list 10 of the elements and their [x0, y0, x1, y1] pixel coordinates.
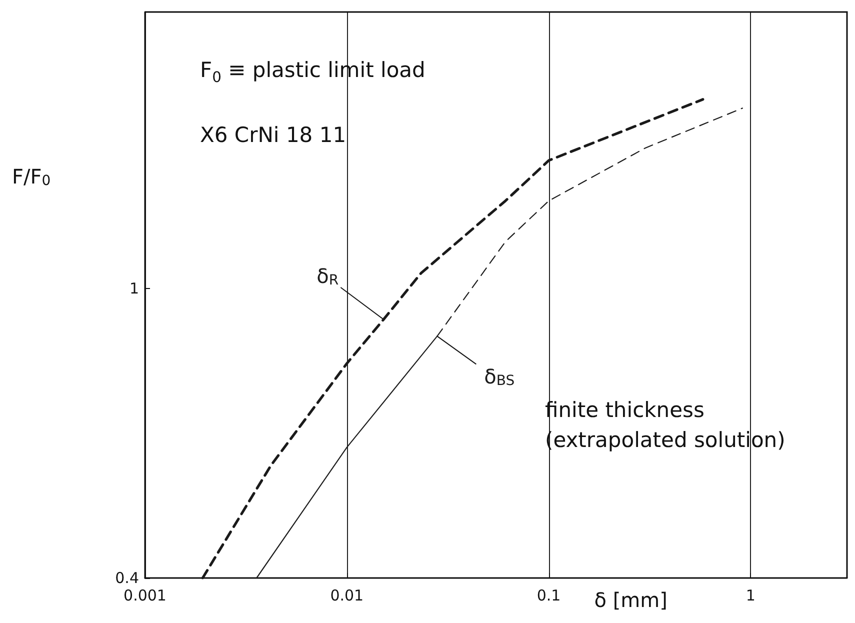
text: δR — [316, 264, 339, 288]
x-tick-label: 0.001 — [124, 586, 166, 604]
x-tick-label: 0.01 — [330, 586, 364, 604]
x-axis-title: δ [mm] — [594, 588, 668, 612]
text: δBS — [484, 364, 515, 390]
annotation: X6 CrNi 18 11 — [200, 123, 346, 147]
x-tick-label: 0.1 — [536, 586, 561, 604]
y-axis-title: F/F0 — [12, 164, 51, 189]
x-tick-label: 1 — [746, 586, 756, 604]
y-tick-label: 0.4 — [115, 569, 139, 587]
